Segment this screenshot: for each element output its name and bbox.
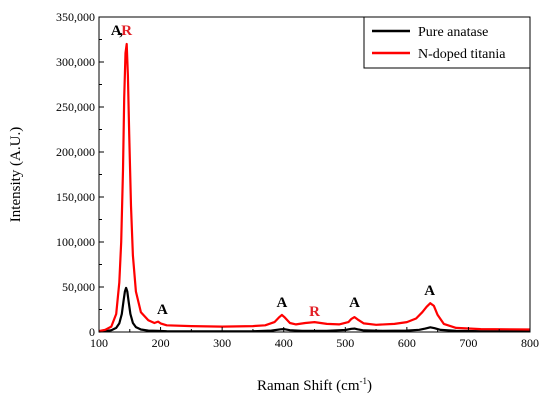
series-line-n-doped-titania — [98, 42, 531, 333]
peak-label: A — [349, 295, 360, 311]
peak-label: A — [111, 23, 122, 39]
x-axis-title: Raman Shift (cm-1) — [257, 376, 372, 394]
y-tick-label: 200,000 — [56, 145, 95, 159]
x-axis-title-superscript: -1 — [359, 376, 367, 386]
x-tick-label: 500 — [336, 336, 354, 350]
y-tick-label: 350,000 — [56, 10, 95, 24]
y-axis: 0 50,000 100,000 150,000 200,000 250,000 300,0… — [56, 10, 104, 339]
peak-label: R — [121, 23, 132, 39]
x-tick-label: 400 — [275, 336, 293, 350]
y-tick-label: 100,000 — [56, 235, 95, 249]
peak-label: , — [119, 23, 123, 39]
legend: Pure anatase N-doped titania — [363, 16, 531, 69]
legend-box — [363, 16, 531, 69]
series-group — [98, 42, 531, 333]
y-tick-label: 300,000 — [56, 55, 95, 69]
x-tick-label: 700 — [459, 336, 477, 350]
x-tick-label: 800 — [521, 336, 539, 350]
series-line-pure-anatase — [98, 286, 531, 333]
y-axis-title: Intensity (A.U.) — [8, 127, 24, 222]
legend-label-n-doped-titania: N-doped titania — [418, 47, 506, 62]
y-tick-label: 0 — [89, 325, 95, 339]
y-tick-label: 150,000 — [56, 190, 95, 204]
y-tick-label: 50,000 — [62, 280, 95, 294]
peak-label: R — [309, 304, 320, 320]
peak-label: A — [157, 302, 168, 318]
legend-label-pure-anatase: Pure anatase — [418, 25, 488, 40]
peak-label: A — [424, 283, 435, 299]
x-tick-label: 100 — [90, 336, 108, 350]
x-tick-label: 200 — [152, 336, 170, 350]
peak-label: A — [276, 295, 287, 311]
x-tick-label: 600 — [398, 336, 416, 350]
x-axis: 100 200 300 400 500 600 700 800 — [90, 327, 539, 350]
y-tick-label: 250,000 — [56, 100, 95, 114]
x-tick-label: 300 — [213, 336, 231, 350]
